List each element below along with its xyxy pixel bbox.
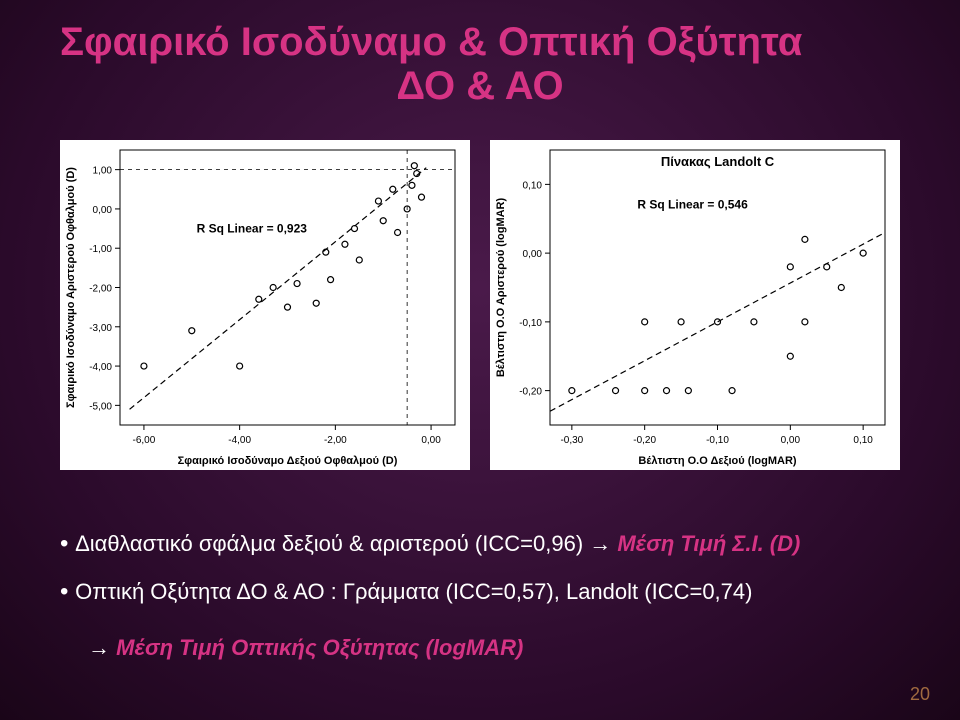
arrow-icon: →: [589, 531, 611, 556]
bullet-2-text: Οπτική Οξύτητα ΔΟ & ΑΟ : Γράμματα (ICC=0…: [75, 579, 752, 604]
title-line2: ΔΟ & ΑΟ: [60, 64, 900, 108]
chart-left: -6,00 -4,00 -2,00 0,00 -5,00 -4,00 -3,00 -2,00 -…: [60, 140, 470, 470]
svg-text:-3,00: -3,00: [89, 323, 112, 334]
svg-text:-0,30: -0,30: [560, 435, 583, 446]
svg-text:Σφαιρικό Ισοδύναμο Αριστερού Ο: Σφαιρικό Ισοδύναμο Αριστερού Οφθαλμού (D…: [65, 167, 77, 408]
svg-text:-1,00: -1,00: [89, 244, 112, 255]
bullet-1-text: Διαθλαστικό σφάλμα δεξιού & αριστερού (I…: [75, 531, 589, 556]
svg-text:-6,00: -6,00: [133, 435, 156, 446]
slide: Σφαιρικό Ισοδύναμο & Οπτική Οξύτητα ΔΟ &…: [0, 0, 960, 720]
svg-text:-0,20: -0,20: [519, 387, 542, 398]
svg-text:Πίνακας Landolt C: Πίνακας Landolt C: [661, 154, 775, 169]
chart-left-svg: -6,00 -4,00 -2,00 0,00 -5,00 -4,00 -3,00 -2,00 -…: [60, 140, 470, 470]
svg-text:-2,00: -2,00: [324, 435, 347, 446]
arrow-icon: →: [88, 635, 110, 660]
bullet-1-em: Μέση Τιμή Σ.Ι. (D): [617, 531, 800, 556]
svg-text:0,00: 0,00: [421, 435, 441, 446]
svg-text:1,00: 1,00: [93, 166, 113, 177]
svg-text:-4,00: -4,00: [228, 435, 251, 446]
bullet-2: Οπτική Οξύτητα ΔΟ & ΑΟ : Γράμματα (ICC=0…: [60, 568, 900, 616]
bullet-trail-em: Μέση Τιμή Οπτικής Οξύτητας (logMAR): [116, 635, 523, 660]
svg-text:Βέλτιστη Ο.Ο Δεξιού (logMAR): Βέλτιστη Ο.Ο Δεξιού (logMAR): [638, 455, 796, 467]
page-number: 20: [910, 684, 930, 705]
title-line1: Σφαιρικό Ισοδύναμο & Οπτική Οξύτητα: [60, 20, 900, 64]
chart-right-svg: Πίνακας Landolt C -0,30 -0,20 -0,10 0,00 0,10…: [490, 140, 900, 470]
svg-text:R Sq Linear = 0,546: R Sq Linear = 0,546: [637, 197, 748, 211]
svg-text:-5,00: -5,00: [89, 401, 112, 412]
svg-text:-4,00: -4,00: [89, 362, 112, 373]
title-block: Σφαιρικό Ισοδύναμο & Οπτική Οξύτητα ΔΟ &…: [60, 20, 900, 108]
svg-text:-2,00: -2,00: [89, 284, 112, 295]
svg-text:-0,10: -0,10: [706, 435, 729, 446]
bullet-trail: → Μέση Τιμή Οπτικής Οξύτητας (logMAR): [88, 626, 900, 670]
svg-text:Σφαιρικό Ισοδύναμο Δεξιού Οφθα: Σφαιρικό Ισοδύναμο Δεξιού Οφθαλμού (D): [178, 455, 398, 467]
svg-text:Βέλτιστη Ο.Ο Αριστερού (logMAR: Βέλτιστη Ο.Ο Αριστερού (logMAR): [495, 198, 507, 378]
chart-right: Πίνακας Landolt C -0,30 -0,20 -0,10 0,00 0,10…: [490, 140, 900, 470]
svg-text:-0,20: -0,20: [633, 435, 656, 446]
bullets: Διαθλαστικό σφάλμα δεξιού & αριστερού (I…: [60, 520, 900, 670]
svg-text:0,00: 0,00: [523, 249, 543, 260]
svg-text:R Sq Linear = 0,923: R Sq Linear = 0,923: [197, 222, 308, 236]
svg-text:0,00: 0,00: [93, 205, 113, 216]
bullet-1: Διαθλαστικό σφάλμα δεξιού & αριστερού (I…: [60, 520, 900, 568]
svg-text:0,00: 0,00: [781, 435, 801, 446]
svg-text:-0,10: -0,10: [519, 318, 542, 329]
svg-text:0,10: 0,10: [523, 180, 543, 191]
svg-text:0,10: 0,10: [853, 435, 873, 446]
charts-row: -6,00 -4,00 -2,00 0,00 -5,00 -4,00 -3,00 -2,00 -…: [60, 140, 900, 480]
